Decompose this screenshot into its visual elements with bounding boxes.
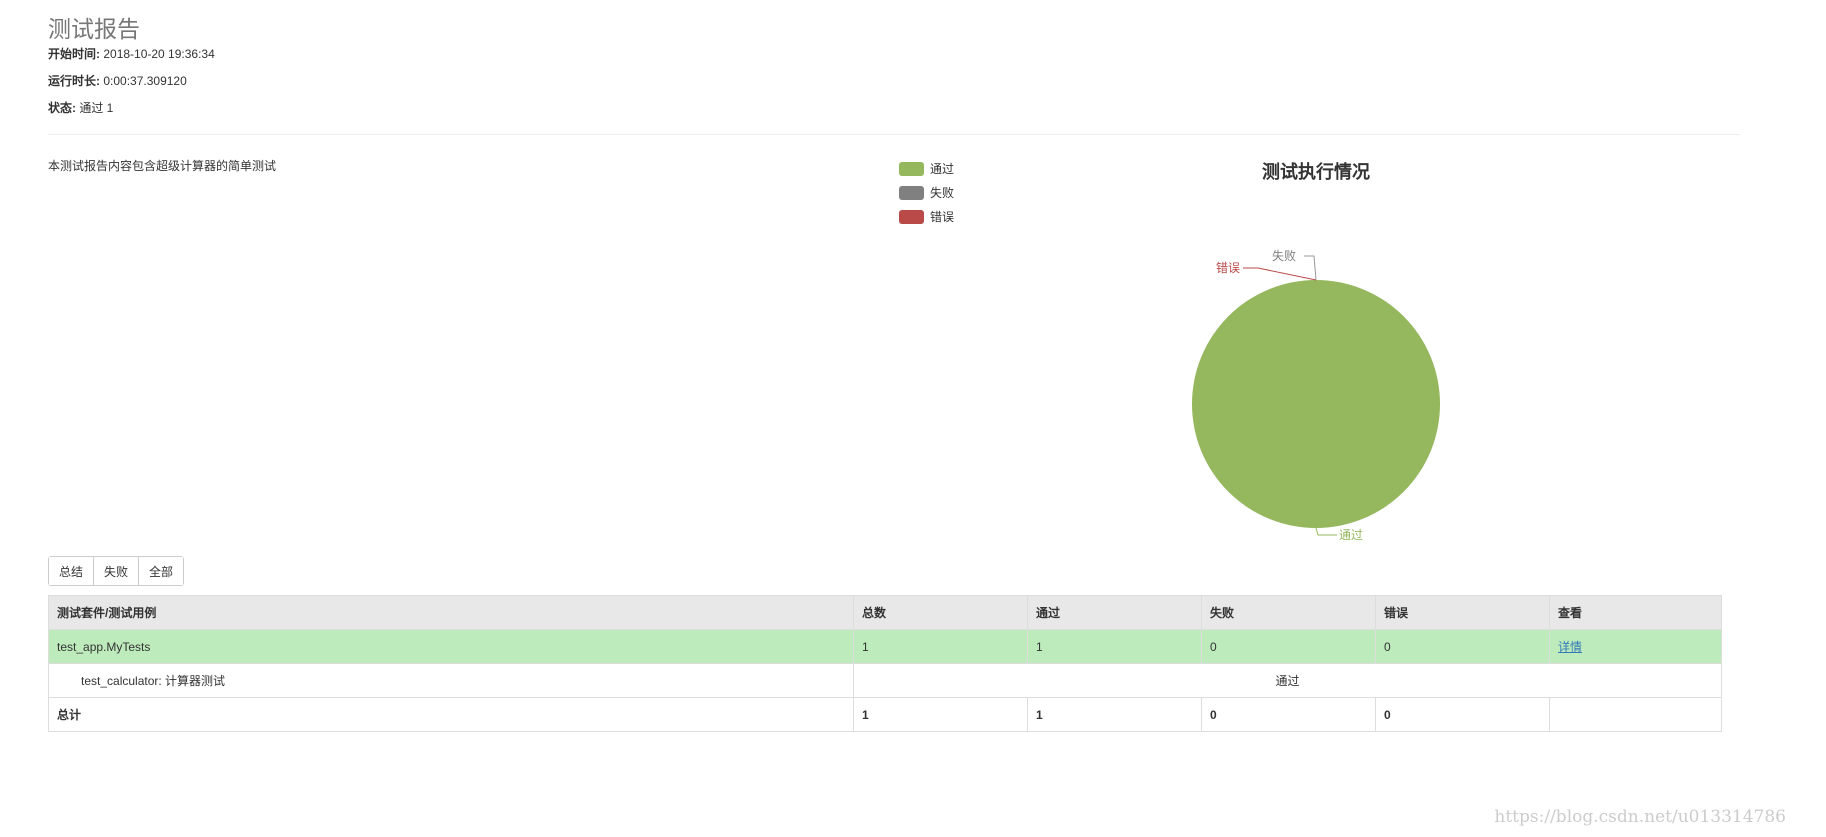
suite-fail: 0 xyxy=(1201,629,1376,664)
fail-label: 失败 xyxy=(1272,248,1296,263)
suite-name: test_app.MyTests xyxy=(48,629,854,664)
legend-error-label: 错误 xyxy=(930,210,955,224)
suite-total: 1 xyxy=(853,629,1028,664)
pass-label-line xyxy=(1315,527,1337,536)
pie-slice-通过[interactable] xyxy=(1192,280,1440,528)
summary-button[interactable]: 总结 xyxy=(49,557,95,585)
status: 状态: 通过 1 xyxy=(48,99,113,116)
legend-error-swatch xyxy=(899,209,924,224)
legend-fail-swatch xyxy=(899,185,924,200)
suite-row: test_app.MyTests 1 1 0 0 详情 xyxy=(48,629,1722,664)
total-row: 总计 1 1 0 0 xyxy=(48,697,1722,732)
pass-label: 通过 xyxy=(1339,528,1363,542)
total-pass: 1 xyxy=(1027,697,1202,732)
header-error: 错误 xyxy=(1375,595,1550,630)
header-fail: 失败 xyxy=(1201,595,1376,630)
status-label: 状态: xyxy=(48,101,76,115)
all-button[interactable]: 全部 xyxy=(139,557,184,585)
watermark: https://blog.csdn.net/u013314786 xyxy=(1494,807,1786,827)
details-link[interactable]: 详情 xyxy=(1558,640,1583,654)
legend-error[interactable]: 错误 xyxy=(899,208,954,225)
header-total: 总数 xyxy=(853,595,1028,630)
legend-fail[interactable]: 失败 xyxy=(899,184,954,201)
total-total: 1 xyxy=(853,697,1028,732)
status-value: 通过 1 xyxy=(79,101,114,115)
pie-chart: 失败 错误 通过 xyxy=(1192,248,1440,542)
divider xyxy=(48,134,1740,135)
case-result[interactable]: 通过 xyxy=(853,663,1722,698)
report-description: 本测试报告内容包含超级计算器的简单测试 xyxy=(48,159,277,173)
total-fail: 0 xyxy=(1201,697,1376,732)
fail-label-line xyxy=(1304,255,1317,281)
error-label: 错误 xyxy=(1216,261,1240,275)
start-time: 开始时间: 2018-10-20 19:36:34 xyxy=(48,45,215,62)
total-error: 0 xyxy=(1375,697,1550,732)
case-name: test_calculator: 计算器测试 xyxy=(48,663,854,698)
page-title: 测试报告 xyxy=(48,16,140,42)
suite-pass: 1 xyxy=(1027,629,1202,664)
table-header: 测试套件/测试用例 总数 通过 失败 错误 查看 xyxy=(48,595,1722,630)
legend-fail-label: 失败 xyxy=(930,186,955,200)
total-label: 总计 xyxy=(48,697,854,732)
header-pass: 通过 xyxy=(1027,595,1202,630)
header-view: 查看 xyxy=(1549,595,1722,630)
start-time-value: 2018-10-20 19:36:34 xyxy=(103,47,215,61)
duration-value: 0:00:37.309120 xyxy=(103,74,187,88)
filter-button-group: 总结 失败 全部 xyxy=(48,556,185,586)
legend-pass-swatch xyxy=(899,161,924,176)
legend-pass[interactable]: 通过 xyxy=(899,160,954,177)
suite-error: 0 xyxy=(1375,629,1550,664)
case-row: test_calculator: 计算器测试 通过 xyxy=(48,663,1722,698)
duration: 运行时长: 0:00:37.309120 xyxy=(48,72,187,89)
total-empty xyxy=(1549,697,1722,732)
legend-pass-label: 通过 xyxy=(930,162,955,176)
suite-view: 详情 xyxy=(1549,629,1722,664)
results-table: 测试套件/测试用例 总数 通过 失败 错误 查看 test_app.MyTest… xyxy=(48,595,1722,732)
error-label-line xyxy=(1243,267,1317,281)
duration-label: 运行时长: xyxy=(48,74,100,88)
start-time-label: 开始时间: xyxy=(48,47,100,61)
header-suite: 测试套件/测试用例 xyxy=(48,595,854,630)
failed-button[interactable]: 失败 xyxy=(94,557,140,585)
chart-title: 测试执行情况 xyxy=(1262,162,1370,182)
